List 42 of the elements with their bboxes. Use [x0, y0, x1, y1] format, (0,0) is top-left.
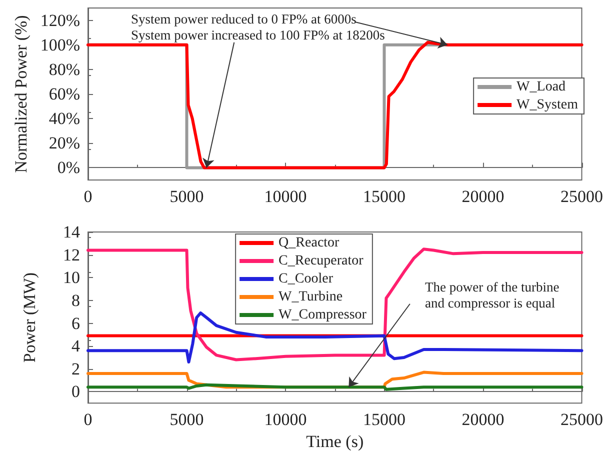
x-tick-label: 5000 [170, 410, 204, 430]
y-tick-label: 6 [72, 314, 80, 333]
legend-label: W_Turbine [278, 290, 343, 304]
y-tick-label: 12 [63, 245, 80, 264]
x-axis-title: Time (s) [306, 432, 364, 451]
y-tick-label: 4 [72, 336, 80, 356]
y-tick-label: 0% [57, 158, 80, 178]
y-tick-label: 0 [72, 382, 80, 402]
line-series [86, 248, 584, 362]
legend-label: W_Compressor [278, 308, 367, 322]
y-tick-label: 40% [48, 109, 80, 128]
y-tick-label: 2 [72, 359, 80, 378]
x-tick-label: 20000 [462, 187, 504, 206]
y-axis-title: Normalized Power (%) [11, 15, 30, 173]
y-tick-label: 100% [40, 35, 80, 54]
y-tick-label: 20% [48, 134, 80, 153]
x-tick-label: 25000 [560, 187, 603, 206]
annotation: System power reduced to 0 FP% at 6000s [131, 12, 356, 26]
y-tick-label: 120% [40, 10, 80, 30]
legend-label: Q_Reactor [278, 236, 340, 250]
x-tick-label: 10000 [264, 187, 307, 206]
line-series [86, 311, 584, 364]
y-tick-label: 14 [63, 222, 80, 242]
y-tick-label: 8 [72, 290, 80, 310]
x-tick-label: 25000 [560, 410, 603, 430]
y-tick-label: 80% [48, 60, 80, 79]
x-tick-label: 0 [84, 410, 92, 430]
legend-label: C_Recuperator [278, 254, 364, 268]
x-tick-label: 10000 [264, 410, 307, 430]
y-tick-label: 60% [48, 84, 80, 104]
legend-label: C_Cooler [278, 272, 334, 286]
x-tick-label: 15000 [363, 410, 406, 430]
annotation: System power increased to 100 FP% at 18200s [131, 28, 385, 42]
x-tick-label: 5000 [170, 187, 204, 206]
legend-label: W_System [516, 98, 578, 112]
y-tick-label: 10 [63, 268, 80, 288]
x-tick-label: 20000 [462, 410, 504, 430]
y-axis-title: Power (MW) [20, 272, 39, 363]
legend-label: W_Load [516, 80, 566, 94]
annotation: The power of the turbine and compressor is equal [425, 280, 563, 310]
x-tick-label: 0 [84, 187, 92, 206]
x-tick-label: 15000 [363, 187, 406, 206]
